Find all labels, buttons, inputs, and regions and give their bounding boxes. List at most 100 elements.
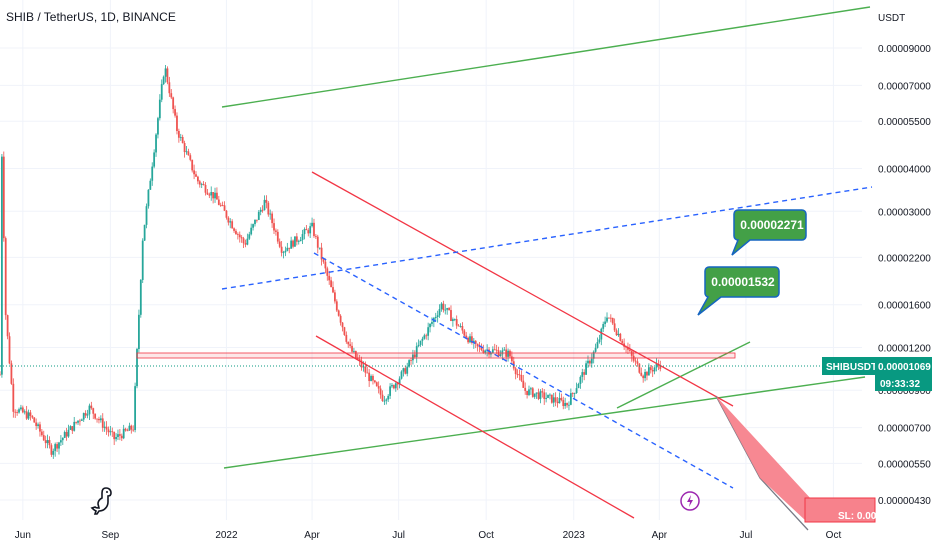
candle-body	[217, 199, 220, 205]
stop-loss-box[interactable]	[804, 497, 876, 523]
candle-body	[297, 241, 300, 242]
candle-body	[590, 358, 593, 364]
candle-body	[617, 333, 620, 336]
candle-body	[451, 319, 454, 321]
green-channel-bottom-line[interactable]	[223, 376, 866, 469]
candle-body	[134, 386, 137, 430]
candle-body	[391, 385, 393, 387]
candle-body	[554, 397, 557, 402]
candle-body	[510, 356, 513, 362]
candle-body	[520, 375, 523, 381]
candle-body	[412, 354, 414, 361]
candle-body	[328, 275, 331, 281]
price-axis[interactable]: USDT 0.00009000 0.00007000 0.00005500 0.000…	[878, 13, 931, 507]
candle-body	[653, 367, 656, 372]
candle-body	[619, 333, 622, 341]
candle-body	[457, 325, 460, 327]
candle-body	[373, 380, 376, 383]
candle-body	[40, 431, 43, 436]
candle-body	[56, 444, 58, 449]
candle-body	[59, 440, 62, 443]
candle-body	[636, 361, 639, 364]
candle-body	[410, 360, 412, 361]
candle-body	[528, 389, 530, 395]
candle-body	[592, 351, 595, 359]
candle-body	[406, 366, 409, 374]
candle-body	[537, 392, 540, 399]
candle-body	[265, 199, 268, 203]
candle-body	[25, 411, 28, 419]
candle-body	[126, 430, 129, 432]
candle-body	[646, 371, 648, 376]
time-axis[interactable]: Jun Sep 2022 Apr Jul Oct 2023 Apr Jul Oct	[15, 530, 842, 541]
blue-dashed-upper-line[interactable]	[221, 186, 873, 290]
candle-body	[381, 394, 384, 401]
candle-body	[141, 240, 144, 280]
candle-body	[499, 354, 502, 357]
candle-body	[219, 204, 222, 206]
candle-body	[172, 97, 175, 110]
y-tick-label: 0.00009000	[878, 44, 931, 55]
green-channel-top-line[interactable]	[221, 6, 871, 108]
candle-body	[23, 411, 26, 413]
candle-body	[600, 328, 603, 340]
candle-body	[351, 345, 353, 352]
x-tick-label: 2023	[563, 530, 586, 541]
candle-body	[39, 424, 41, 432]
target-callout-lower[interactable]: 0.00001532	[697, 266, 780, 316]
candle-body	[48, 440, 51, 446]
candle-body	[556, 401, 559, 404]
candle-body	[269, 213, 272, 215]
candle-body	[569, 393, 572, 405]
candle-body	[313, 222, 315, 237]
y-tick-label: 0.00001200	[878, 343, 931, 354]
candle-body	[278, 241, 281, 247]
candle-body	[208, 194, 211, 196]
candle-body	[130, 425, 133, 430]
candle-body	[153, 152, 156, 167]
candle-body	[37, 424, 39, 427]
candle-body	[252, 224, 254, 228]
candle-body	[29, 412, 32, 416]
candle-body	[120, 435, 123, 439]
candle-body	[573, 393, 576, 394]
candle-body	[261, 209, 264, 211]
candle-body	[583, 372, 586, 375]
candle-body	[122, 428, 125, 439]
candle-body	[640, 372, 643, 376]
blue-dashed-lower-line[interactable]	[313, 252, 734, 489]
candle-body	[608, 317, 610, 319]
candle-body	[385, 399, 388, 401]
candle-body	[588, 360, 591, 364]
target-callout-upper[interactable]: 0.00002271	[731, 209, 807, 256]
candle-body	[132, 429, 135, 431]
candle-body	[166, 68, 169, 83]
candle-body	[314, 236, 317, 237]
candle-body	[471, 336, 473, 343]
red-channel-top-line[interactable]	[311, 171, 734, 407]
candle-body	[507, 350, 509, 357]
candle-body	[316, 236, 319, 248]
y-tick-label: 0.00000700	[878, 424, 931, 435]
candle-body	[602, 324, 605, 329]
candle-body	[594, 347, 597, 352]
trendline-drawings[interactable]: SL: 0.00000...	[0, 6, 902, 531]
candle-body	[303, 229, 306, 235]
dinosaur-logo-icon[interactable]	[90, 487, 112, 515]
candle-body	[63, 432, 66, 438]
candle-body	[92, 408, 95, 414]
candle-body	[400, 371, 403, 379]
lightning-event-icon[interactable]	[680, 491, 700, 511]
candle-body	[101, 418, 104, 428]
candle-body	[533, 393, 536, 397]
resistance-zone[interactable]	[136, 352, 736, 359]
candle-body	[162, 76, 165, 85]
candle-body	[609, 317, 612, 319]
candle-body	[183, 143, 186, 153]
candle-body	[535, 392, 538, 394]
candle-body	[541, 391, 544, 393]
candle-body	[421, 338, 424, 341]
candle-body	[138, 314, 140, 349]
candle-body	[216, 192, 218, 200]
